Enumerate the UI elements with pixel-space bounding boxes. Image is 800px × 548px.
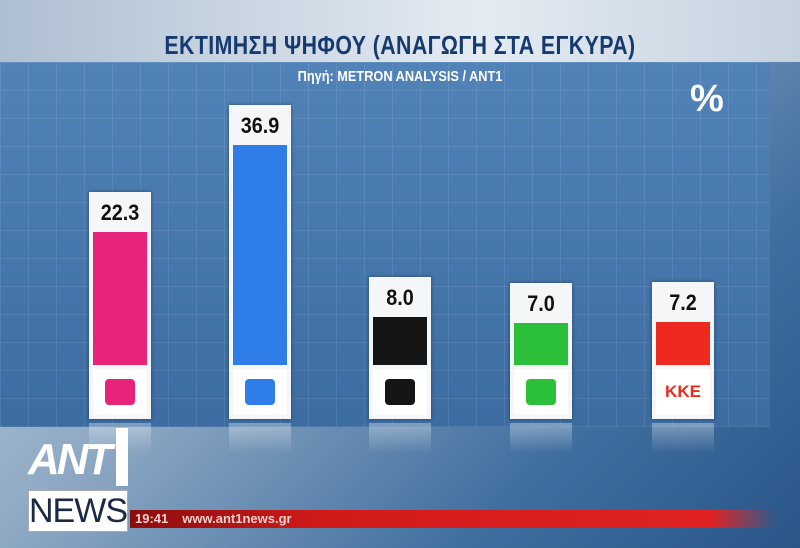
data-label: 7.2	[669, 290, 697, 316]
pasok-sun-logo-icon	[514, 368, 568, 415]
ticker-time: 19:41	[135, 511, 169, 526]
data-label: 22.3	[100, 200, 140, 226]
data-label: 36.9	[240, 113, 280, 139]
nd-logo-icon	[233, 368, 287, 415]
kke-logo-icon: ΚΚΕ	[656, 368, 710, 415]
bar-3: 8.0	[369, 277, 431, 419]
news-logo: NEWS	[28, 490, 128, 532]
bar-fill	[514, 323, 568, 365]
top-band	[0, 0, 800, 62]
bar-reflection	[369, 423, 431, 453]
data-label: 7.0	[527, 291, 555, 317]
bar-fill	[233, 145, 287, 365]
unit-label: %	[690, 78, 724, 120]
bar-fill	[373, 317, 427, 365]
bar-4: 7.0	[510, 283, 572, 419]
bar-fill	[656, 322, 710, 365]
bar-1: 22.3	[89, 192, 151, 419]
bar-5: 7.2 ΚΚΕ	[652, 282, 714, 419]
bar-reflection	[652, 423, 714, 453]
bar-reflection	[229, 423, 291, 453]
ant1-logo: ANT	[28, 428, 128, 487]
ticker-url: www.ant1news.gr	[182, 511, 292, 526]
bar-fill	[93, 232, 147, 365]
chart-source: Πηγή: METRON ANALYSIS / ANT1	[297, 68, 503, 85]
syriza-flag-logo-icon	[93, 368, 147, 415]
meander-logo-icon	[373, 368, 427, 415]
chart-title: ΕΚΤΙΜΗΣΗ ΨΗΦΟΥ (ΑΝΑΓΩΓΗ ΣΤΑ ΕΓΚΥΡΑ)	[164, 30, 636, 60]
news-ticker: 19:41 www.ant1news.gr	[130, 510, 775, 528]
data-label: 8.0	[386, 285, 414, 311]
bar-reflection	[510, 423, 572, 453]
bar-2: 36.9	[229, 105, 291, 419]
